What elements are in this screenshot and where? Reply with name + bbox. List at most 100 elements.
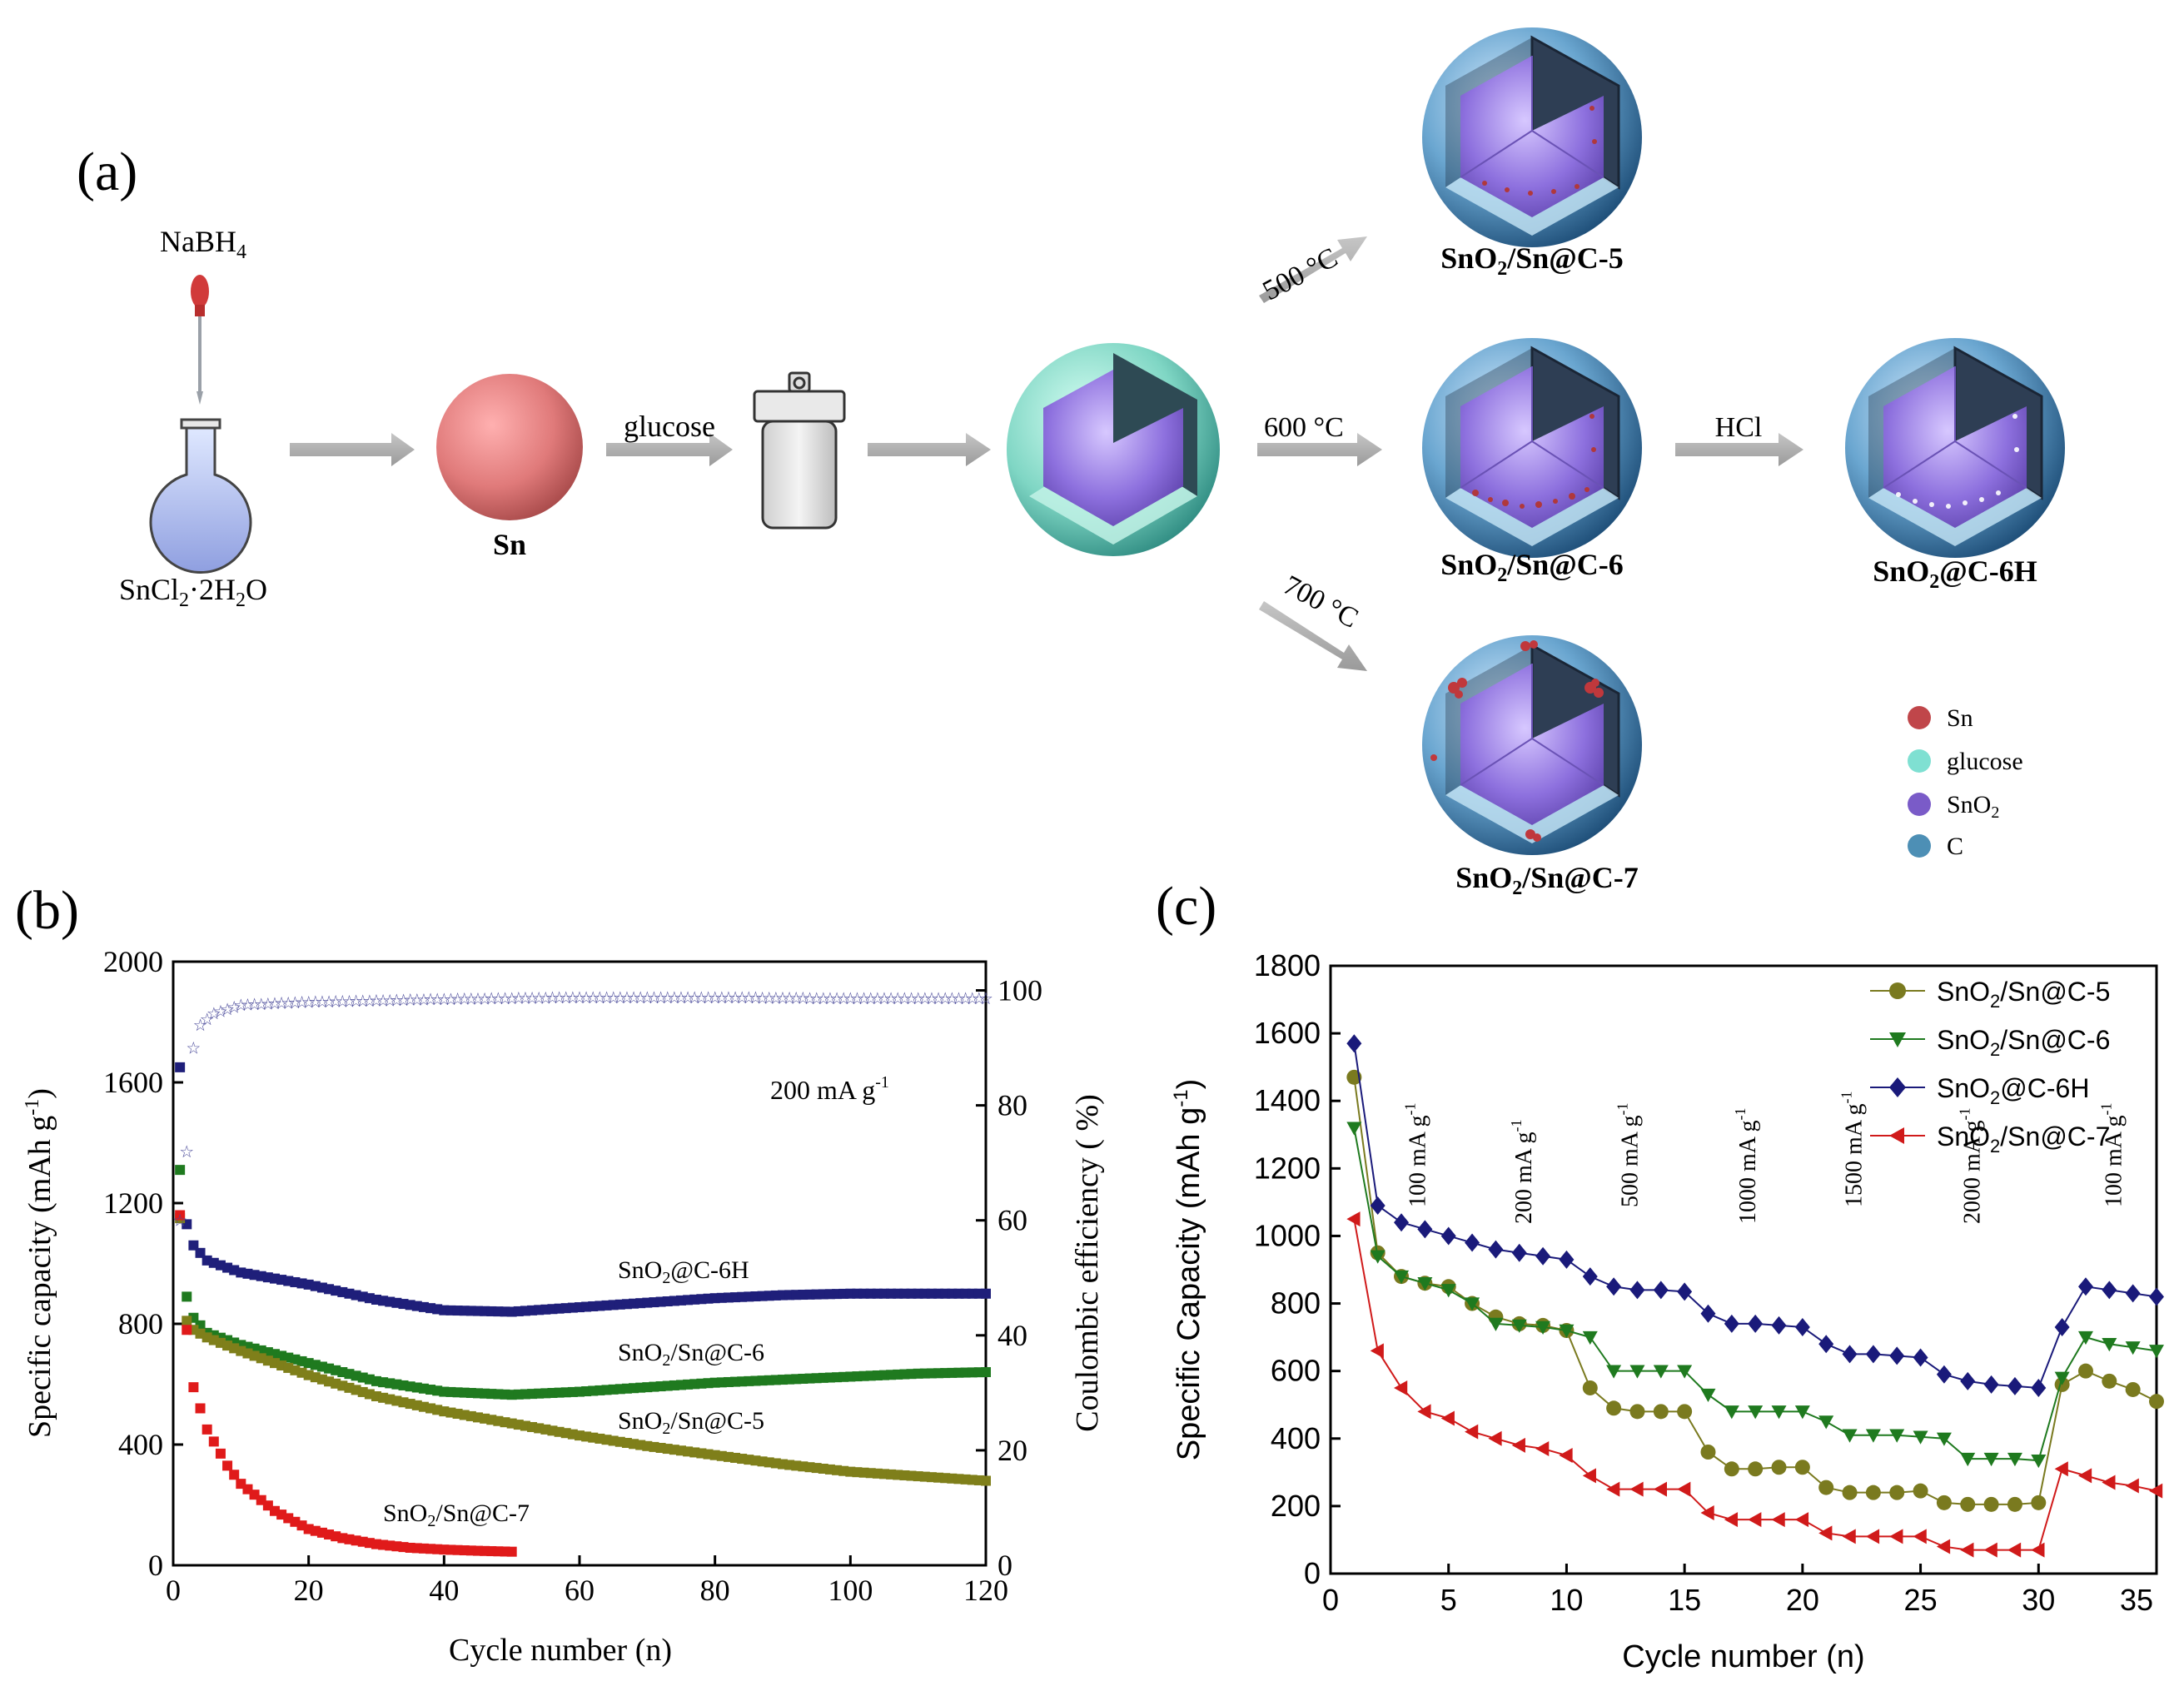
marker-triangle-left (1465, 1424, 1479, 1440)
efficiency-point: ☆ (863, 990, 878, 1008)
marker-triangle-left (1653, 1481, 1667, 1497)
chart-b-xtick-label: 120 (963, 1574, 1008, 1607)
marker-diamond (1913, 1348, 1928, 1367)
marker-triangle-left (1346, 1211, 1361, 1227)
efficiency-point: ☆ (646, 989, 661, 1007)
marker-triangle-down (1511, 1319, 1527, 1333)
legend-label-c: C (1947, 833, 1963, 860)
marker-diamond (1771, 1316, 1787, 1335)
marker-triangle-down (2054, 1371, 2070, 1385)
marker-diamond (1960, 1371, 1976, 1390)
marker-triangle-down (1889, 1429, 1905, 1443)
marker-triangle-left (2031, 1542, 2045, 1558)
efficiency-point: ☆ (450, 991, 465, 1009)
marker-diamond (1535, 1246, 1551, 1266)
marker-diamond (2125, 1284, 2141, 1303)
chart-b-series: ☆☆☆☆☆☆☆☆☆☆☆☆☆☆☆☆☆☆☆☆☆☆☆☆☆☆☆☆☆☆☆☆☆☆☆☆☆☆☆☆… (172, 989, 993, 1557)
marker-diamond (2077, 1277, 2093, 1296)
chart-b-y2tick-label: 0 (997, 1549, 1012, 1582)
product-c6-label: SnO2/Sn@C-6 (1440, 548, 1624, 586)
efficiency-point: ☆ (721, 989, 736, 1007)
efficiency-point: ☆ (931, 990, 946, 1008)
efficiency-point: ☆ (654, 989, 669, 1007)
marker-triangle-left (1535, 1440, 1550, 1456)
capacity-point (188, 1382, 199, 1393)
marker-triangle-left (2125, 1478, 2139, 1494)
capacity-point (195, 1247, 206, 1258)
efficiency-point: ☆ (775, 990, 790, 1008)
capacity-point (229, 1470, 240, 1480)
chart-b-ytick-label: 0 (148, 1549, 163, 1582)
efficiency-point: ☆ (782, 990, 797, 1008)
efficiency-point: ☆ (633, 989, 648, 1007)
efficiency-point: ☆ (470, 990, 485, 1008)
marker-circle (1818, 1480, 1834, 1495)
efficiency-point: ☆ (836, 990, 851, 1008)
efficiency-point: ☆ (233, 997, 248, 1015)
efficiency-point: ☆ (714, 989, 729, 1007)
capacity-point (845, 1288, 856, 1299)
marker-circle (2149, 1394, 2164, 1410)
marker-triangle-down (2125, 1341, 2141, 1355)
efficiency-point: ☆ (667, 989, 682, 1007)
efficiency-point: ☆ (829, 990, 844, 1008)
capacity-point (182, 1316, 192, 1326)
efficiency-point: ☆ (951, 990, 966, 1008)
chart-b-xtick-label: 0 (166, 1574, 181, 1607)
hcl-label: HCl (1715, 412, 1763, 443)
marker-diamond (1582, 1267, 1598, 1286)
efficiency-point: ☆ (911, 990, 926, 1008)
efficiency-point: ☆ (619, 989, 634, 1007)
capacity-point (208, 1335, 219, 1345)
panel-a-label: (a) (77, 142, 137, 202)
marker-triangle-left (1936, 1539, 1951, 1554)
marker-triangle-left (1889, 1529, 1903, 1544)
chart-c-xtick-label: 35 (2120, 1583, 2153, 1617)
rate-label: 200 mA g-1 (1508, 1120, 1537, 1224)
marker-diamond (1488, 1240, 1504, 1259)
efficiency-point: ☆ (843, 990, 858, 1008)
product-c6h-label: SnO2@C-6H (1873, 555, 2037, 593)
efficiency-point: ☆ (457, 991, 472, 1009)
efficiency-point: ☆ (410, 992, 425, 1010)
chart-b-xtick-label: 100 (828, 1574, 873, 1607)
chart-b-y2label: Coulombic efficiency ( %) (1070, 1094, 1105, 1432)
marker-circle (1771, 1460, 1787, 1475)
rate-label: 1000 mA g-1 (1732, 1108, 1761, 1224)
capacity-point (425, 1303, 436, 1314)
efficiency-point: ☆ (254, 996, 269, 1014)
marker-diamond (1606, 1277, 1622, 1296)
efficiency-point: ☆ (477, 990, 492, 1008)
marker-diamond (1794, 1317, 1810, 1336)
chart-c-frame (1329, 964, 2158, 1575)
capacity-point (425, 1544, 436, 1554)
marker-triangle-left (1488, 1430, 1502, 1446)
precursor-label: SnCl2·2H2O (119, 573, 267, 611)
marker-diamond (2031, 1378, 2047, 1397)
chart-c-ytick-label: 200 (1271, 1489, 1321, 1523)
efficiency-point: ☆ (341, 992, 356, 1011)
capacity-point (208, 1257, 219, 1268)
marker-triangle-down (1653, 1365, 1669, 1379)
marker-diamond (1511, 1243, 1527, 1262)
efficiency-point: ☆ (220, 1001, 235, 1019)
efficiency-point: ☆ (186, 1040, 201, 1058)
marker-circle (1889, 982, 1906, 999)
capacity-point (201, 1424, 212, 1435)
marker-circle (1653, 1404, 1669, 1420)
marker-triangle-left (1983, 1542, 1997, 1558)
panel-c-label: (c) (1156, 876, 1216, 937)
chart-c-ytick-label: 1600 (1254, 1016, 1321, 1050)
efficiency-point: ☆ (613, 989, 628, 1007)
capacity-point (175, 1165, 186, 1176)
marker-diamond (1748, 1314, 1764, 1333)
series-sno2-sn-c-7 (175, 1210, 517, 1557)
chart-c-ytick-label: 600 (1271, 1354, 1321, 1388)
efficiency-point: ☆ (200, 1011, 215, 1029)
efficiency-point: ☆ (870, 990, 885, 1008)
marker-diamond (2054, 1317, 2070, 1336)
efficiency-point: ☆ (559, 989, 574, 1007)
capacity-point (981, 1367, 991, 1377)
marker-diamond (1889, 1077, 1906, 1097)
